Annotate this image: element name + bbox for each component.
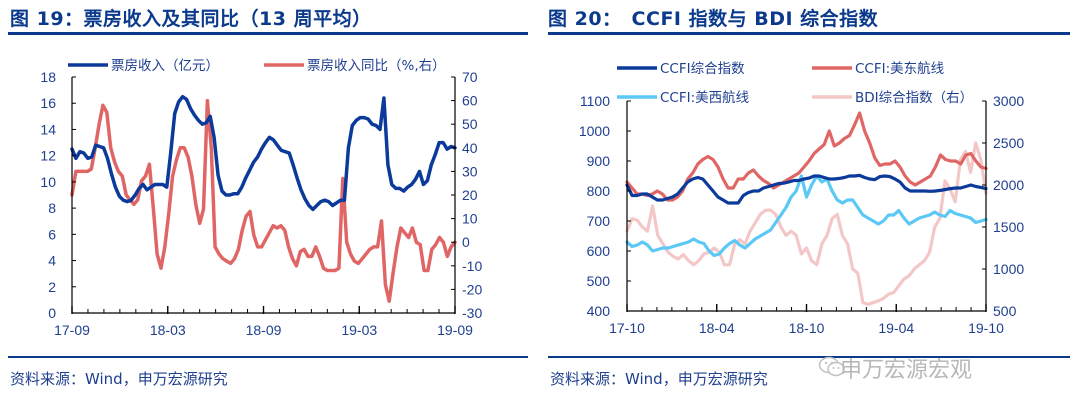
y-tick-right: -10 (462, 258, 482, 274)
x-tick: 19-09 (437, 322, 473, 338)
chart-panel-ccfi-bdi: 图 20： CCFI 指数与 BDI 综合指数 资料来源：Wind，申万宏源研究 (540, 0, 1080, 414)
x-tick: 18-10 (789, 320, 825, 336)
legend-item: CCFI综合指数 (617, 61, 745, 77)
series-line (625, 174, 988, 258)
y-tick-left: 2 (48, 279, 56, 295)
legend-item: BDI综合指数（右） (812, 90, 973, 106)
legend-item: 票房收入（亿元） (68, 58, 219, 74)
x-tick: 19-03 (341, 322, 377, 338)
y-tick-right: 1000 (993, 261, 1024, 277)
series-line (625, 141, 988, 306)
y-tick-left: 12 (40, 148, 56, 164)
y-tick-left: 10 (40, 174, 56, 190)
chart-panel-box-office: 图 19：票房收入及其同比（13 周平均） 资料来源：Wind，申万宏源研究 (8, 8, 528, 388)
source-divider (548, 356, 1070, 358)
x-tick: 17-10 (609, 320, 645, 336)
ccfi-bdi-chart: 1100 1000 900 800 700 600 500 400 3000 2500 2000 15… (579, 61, 1025, 336)
y-tick-left: 8 (48, 200, 56, 216)
y-tick-right: 50 (462, 116, 478, 132)
y-tick-left: 600 (587, 243, 611, 259)
legend-item: CCFI:美西航线 (617, 90, 749, 106)
y-tick-left: 0 (48, 305, 56, 321)
y-tick-right: 10 (462, 211, 478, 227)
y-tick-right: 70 (462, 69, 478, 85)
series-line (70, 98, 457, 303)
legend-item: 票房收入同比（%,右） (264, 58, 446, 74)
x-tick: 18-03 (150, 322, 186, 338)
source-note: 资料来源：Wind，申万宏源研究 (10, 370, 228, 388)
y-tick-left: 500 (587, 273, 611, 289)
y-tick-right: 2000 (993, 177, 1024, 193)
source-note: 资料来源：Wind，申万宏源研究 (550, 370, 768, 388)
chart-title: 图 19：票房收入及其同比（13 周平均） (10, 8, 372, 30)
y-tick-left: 900 (587, 153, 611, 169)
y-tick-left: 1100 (580, 93, 610, 109)
svg-text:CCFI:美东航线: CCFI:美东航线 (855, 61, 944, 77)
y-tick-right: 20 (462, 187, 478, 203)
svg-text:CCFI综合指数: CCFI综合指数 (660, 61, 745, 77)
series-line (70, 94, 457, 212)
x-tick: 18-04 (699, 320, 735, 336)
y-tick-left: 18 (40, 69, 56, 85)
x-tick: 18-09 (246, 322, 282, 338)
box-office-chart: 181614121086420706050403020100-10-20-301… (40, 58, 482, 338)
y-tick-right: 0 (462, 234, 470, 250)
chart-title: 图 20： CCFI 指数与 BDI 综合指数 (548, 8, 879, 30)
x-tick: 19-10 (968, 320, 1004, 336)
watermark: 申万宏源宏观 (840, 358, 973, 383)
y-tick-left: 700 (587, 213, 611, 229)
y-tick-left: 16 (40, 95, 56, 111)
source-divider (8, 356, 528, 358)
y-tick-right: 3000 (993, 93, 1024, 109)
y-tick-left: 6 (48, 226, 56, 242)
y-tick-right: 60 (462, 93, 478, 109)
y-tick-left: 14 (40, 121, 56, 137)
y-tick-right: 1500 (993, 219, 1024, 235)
svg-text:票房收入同比（%,右）: 票房收入同比（%,右） (307, 58, 446, 74)
title-divider (8, 32, 528, 35)
y-tick-left: 400 (587, 303, 611, 319)
svg-text:票房收入（亿元）: 票房收入（亿元） (111, 58, 219, 74)
svg-text:BDI综合指数（右）: BDI综合指数（右） (855, 90, 973, 106)
y-tick-right: 40 (462, 140, 478, 156)
y-tick-right: 2500 (993, 135, 1024, 151)
series-line (625, 111, 988, 202)
y-tick-right: 500 (993, 303, 1017, 319)
y-tick-right: -30 (462, 305, 482, 321)
wechat-icon (818, 356, 845, 377)
y-tick-left: 1000 (579, 123, 610, 139)
y-tick-right: 30 (462, 163, 478, 179)
x-tick: 17-09 (54, 322, 90, 338)
x-tick: 19-04 (878, 320, 914, 336)
y-tick-left: 800 (587, 183, 611, 199)
y-tick-left: 4 (48, 253, 56, 269)
legend-item: CCFI:美东航线 (812, 61, 944, 77)
y-tick-right: -20 (462, 281, 482, 297)
svg-text:CCFI:美西航线: CCFI:美西航线 (660, 90, 749, 106)
title-divider (548, 32, 1070, 35)
series-line (625, 173, 988, 205)
